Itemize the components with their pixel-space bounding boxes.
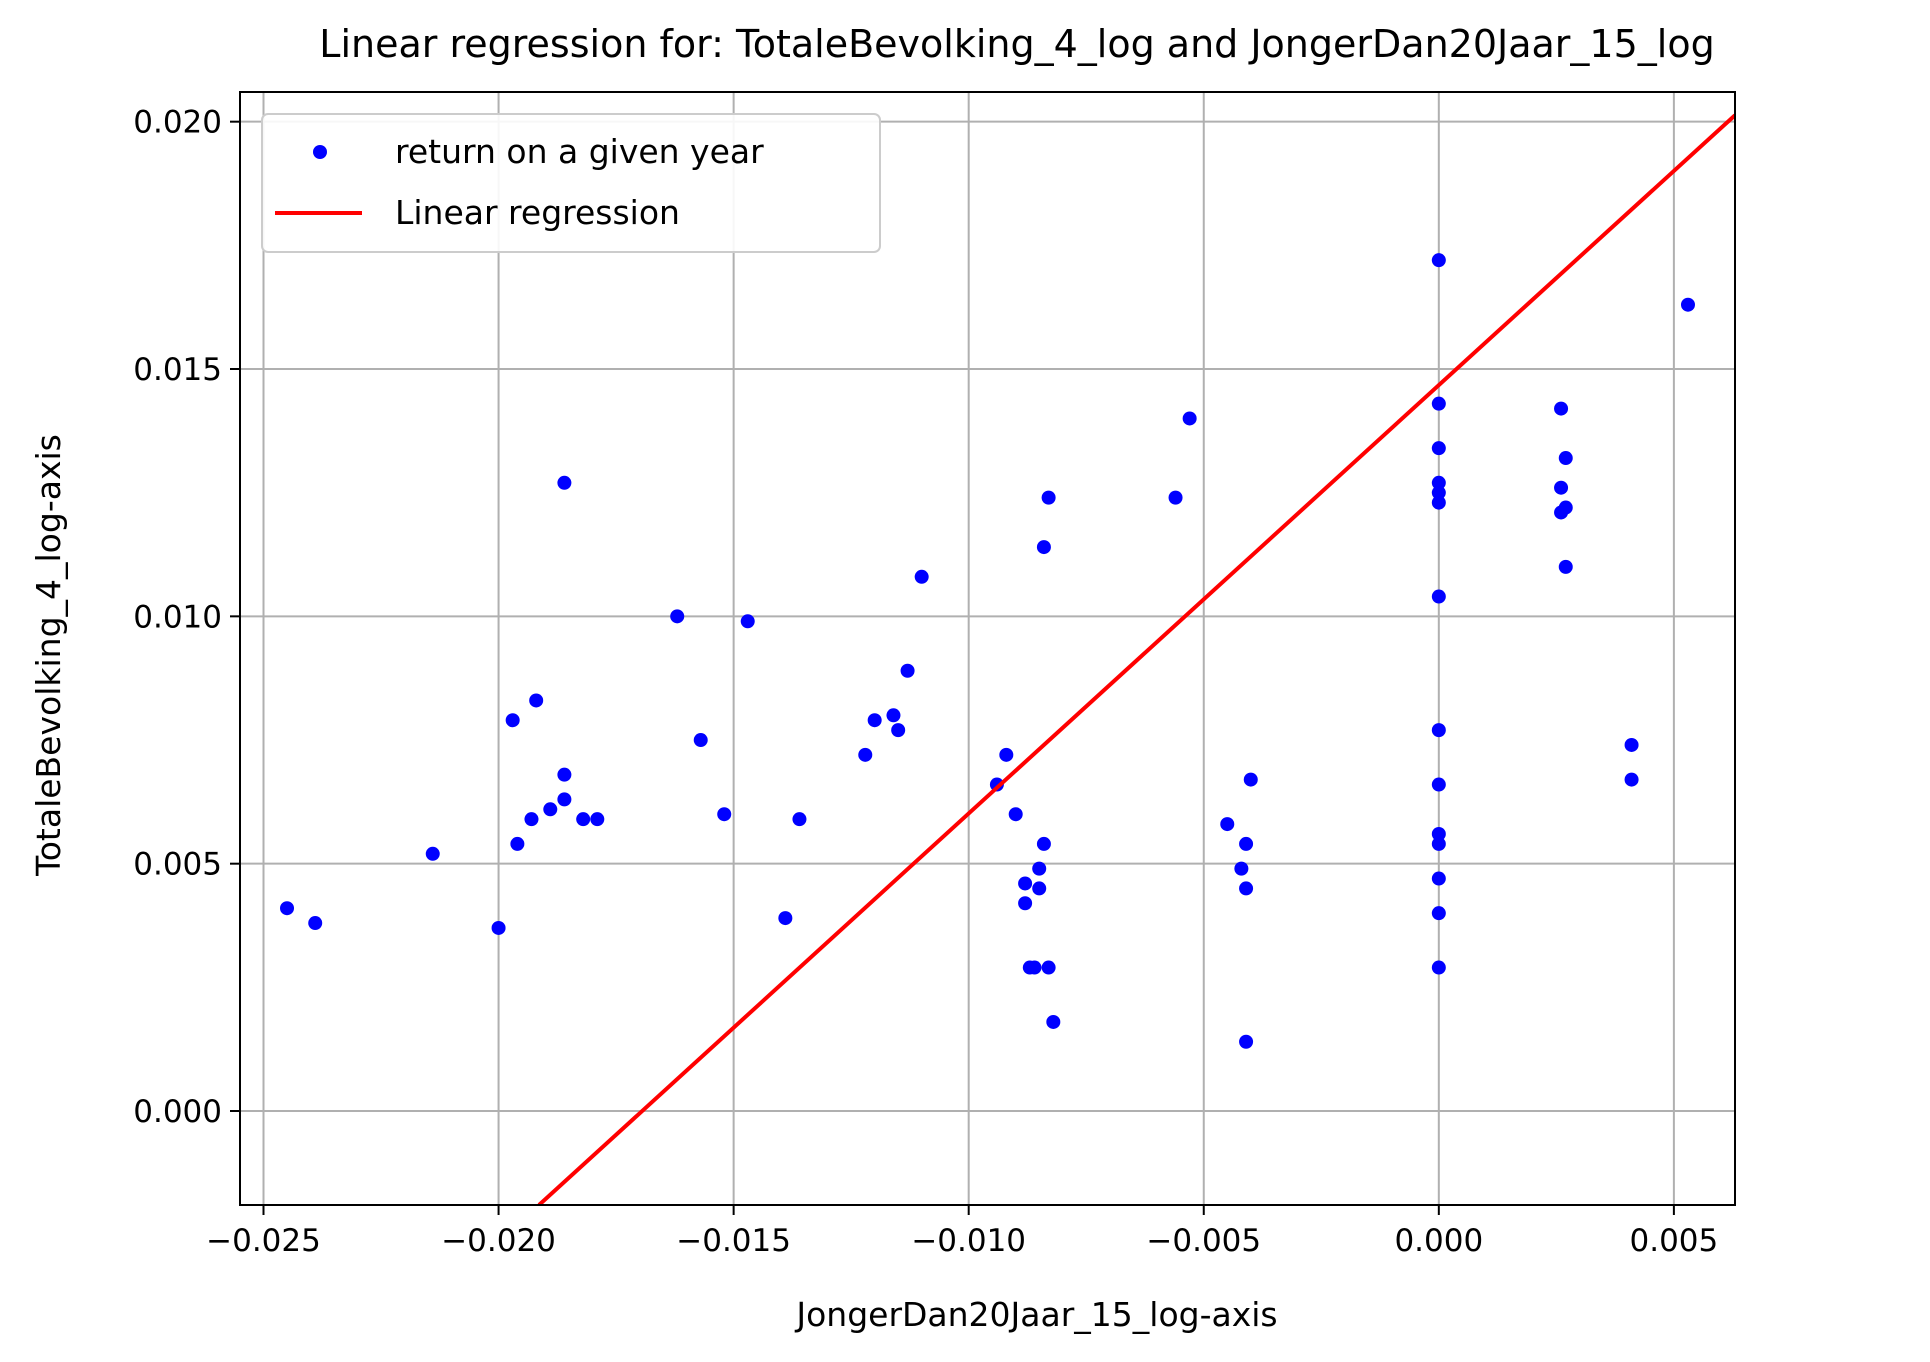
data-point [1234,861,1249,876]
data-point [1431,253,1446,268]
data-point [308,916,323,931]
data-point [989,777,1004,792]
data-point [792,812,807,827]
data-point [1558,559,1573,574]
data-point [1027,960,1042,975]
data-point [1431,777,1446,792]
data-point [1046,1014,1061,1029]
x-tick-label: −0.020 [441,1223,556,1259]
data-point [1431,485,1446,500]
data-point [1680,297,1695,312]
data-point [1036,836,1051,851]
y-tick-label: 0.005 [133,847,222,883]
data-point [999,747,1014,762]
data-point [529,693,544,708]
data-point [1041,490,1056,505]
y-axis-ticks: 0.000 0.005 0.010 0.015 0.020 [133,105,240,1130]
data-point [1018,896,1033,911]
data-point [524,812,539,827]
data-point [1558,451,1573,466]
regression-line [537,113,1735,1205]
data-point [505,713,520,728]
data-point [1431,723,1446,738]
data-point [1554,505,1569,520]
data-point [1431,871,1446,886]
data-point [425,846,440,861]
data-point [1032,861,1047,876]
data-point [1431,960,1446,975]
legend-marker-scatter [313,145,327,159]
data-point [740,614,755,629]
data-point [1554,401,1569,416]
data-point [1624,737,1639,752]
x-tick-label: −0.005 [1146,1223,1261,1259]
data-point [1008,807,1023,822]
data-point [510,836,525,851]
data-point [900,663,915,678]
y-tick-label: 0.000 [133,1094,222,1130]
y-axis-label: TotaleBevolking_4_log-axis [29,434,68,877]
data-point [1431,495,1446,510]
data-point [1182,411,1197,426]
data-point [1431,589,1446,604]
data-point [491,920,506,935]
data-point [557,792,572,807]
y-tick-label: 0.015 [133,352,222,388]
legend: return on a given year Linear regression [261,113,881,253]
x-axis-label: JongerDan20Jaar_15_log-axis [794,1295,1277,1334]
data-point [886,708,901,723]
x-tick-label: −0.025 [206,1223,321,1259]
y-tick-label: 0.020 [133,105,222,141]
plot-content [280,113,1735,1205]
data-point [1554,480,1569,495]
data-point [1018,876,1033,891]
legend-label-line: Linear regression [395,193,680,232]
data-point [1220,817,1235,832]
data-point [576,812,591,827]
data-point [1239,1034,1254,1049]
data-point [1431,475,1446,490]
x-tick-label: 0.000 [1394,1223,1483,1259]
data-point [543,802,558,817]
data-point [891,723,906,738]
data-point [1032,881,1047,896]
data-point [717,807,732,822]
x-tick-label: −0.015 [676,1223,791,1259]
data-point [1431,441,1446,456]
x-axis-ticks: −0.025 −0.020 −0.015 −0.010 −0.005 0.000 0.005 [206,1205,1718,1259]
y-tick-label: 0.010 [133,599,222,635]
legend-label-scatter: return on a given year [395,132,764,171]
data-point [1036,540,1051,555]
data-point [867,713,882,728]
plot-area [280,113,1735,1205]
x-tick-label: 0.005 [1630,1223,1719,1259]
data-point [1624,772,1639,787]
x-tick-label: −0.010 [911,1223,1026,1259]
data-point [1243,772,1258,787]
data-point [280,901,295,916]
data-point [670,609,685,624]
grid-lines [240,92,1735,1205]
data-point [1431,906,1446,921]
axes-frame [239,91,1736,1206]
data-point [693,733,708,748]
data-point [1431,827,1446,841]
data-point [590,812,605,827]
legend-box [261,113,881,253]
data-point [1041,960,1056,975]
data-point [1239,881,1254,896]
data-point [1431,836,1446,851]
data-point [1168,490,1183,505]
data-point [557,767,572,782]
data-point [778,911,793,926]
chart-title: Linear regression for: TotaleBevolking_4… [319,22,1714,66]
data-point [1239,836,1254,851]
data-point [858,747,873,762]
data-point [1431,396,1446,411]
data-point [557,475,572,490]
data-point [914,569,929,584]
